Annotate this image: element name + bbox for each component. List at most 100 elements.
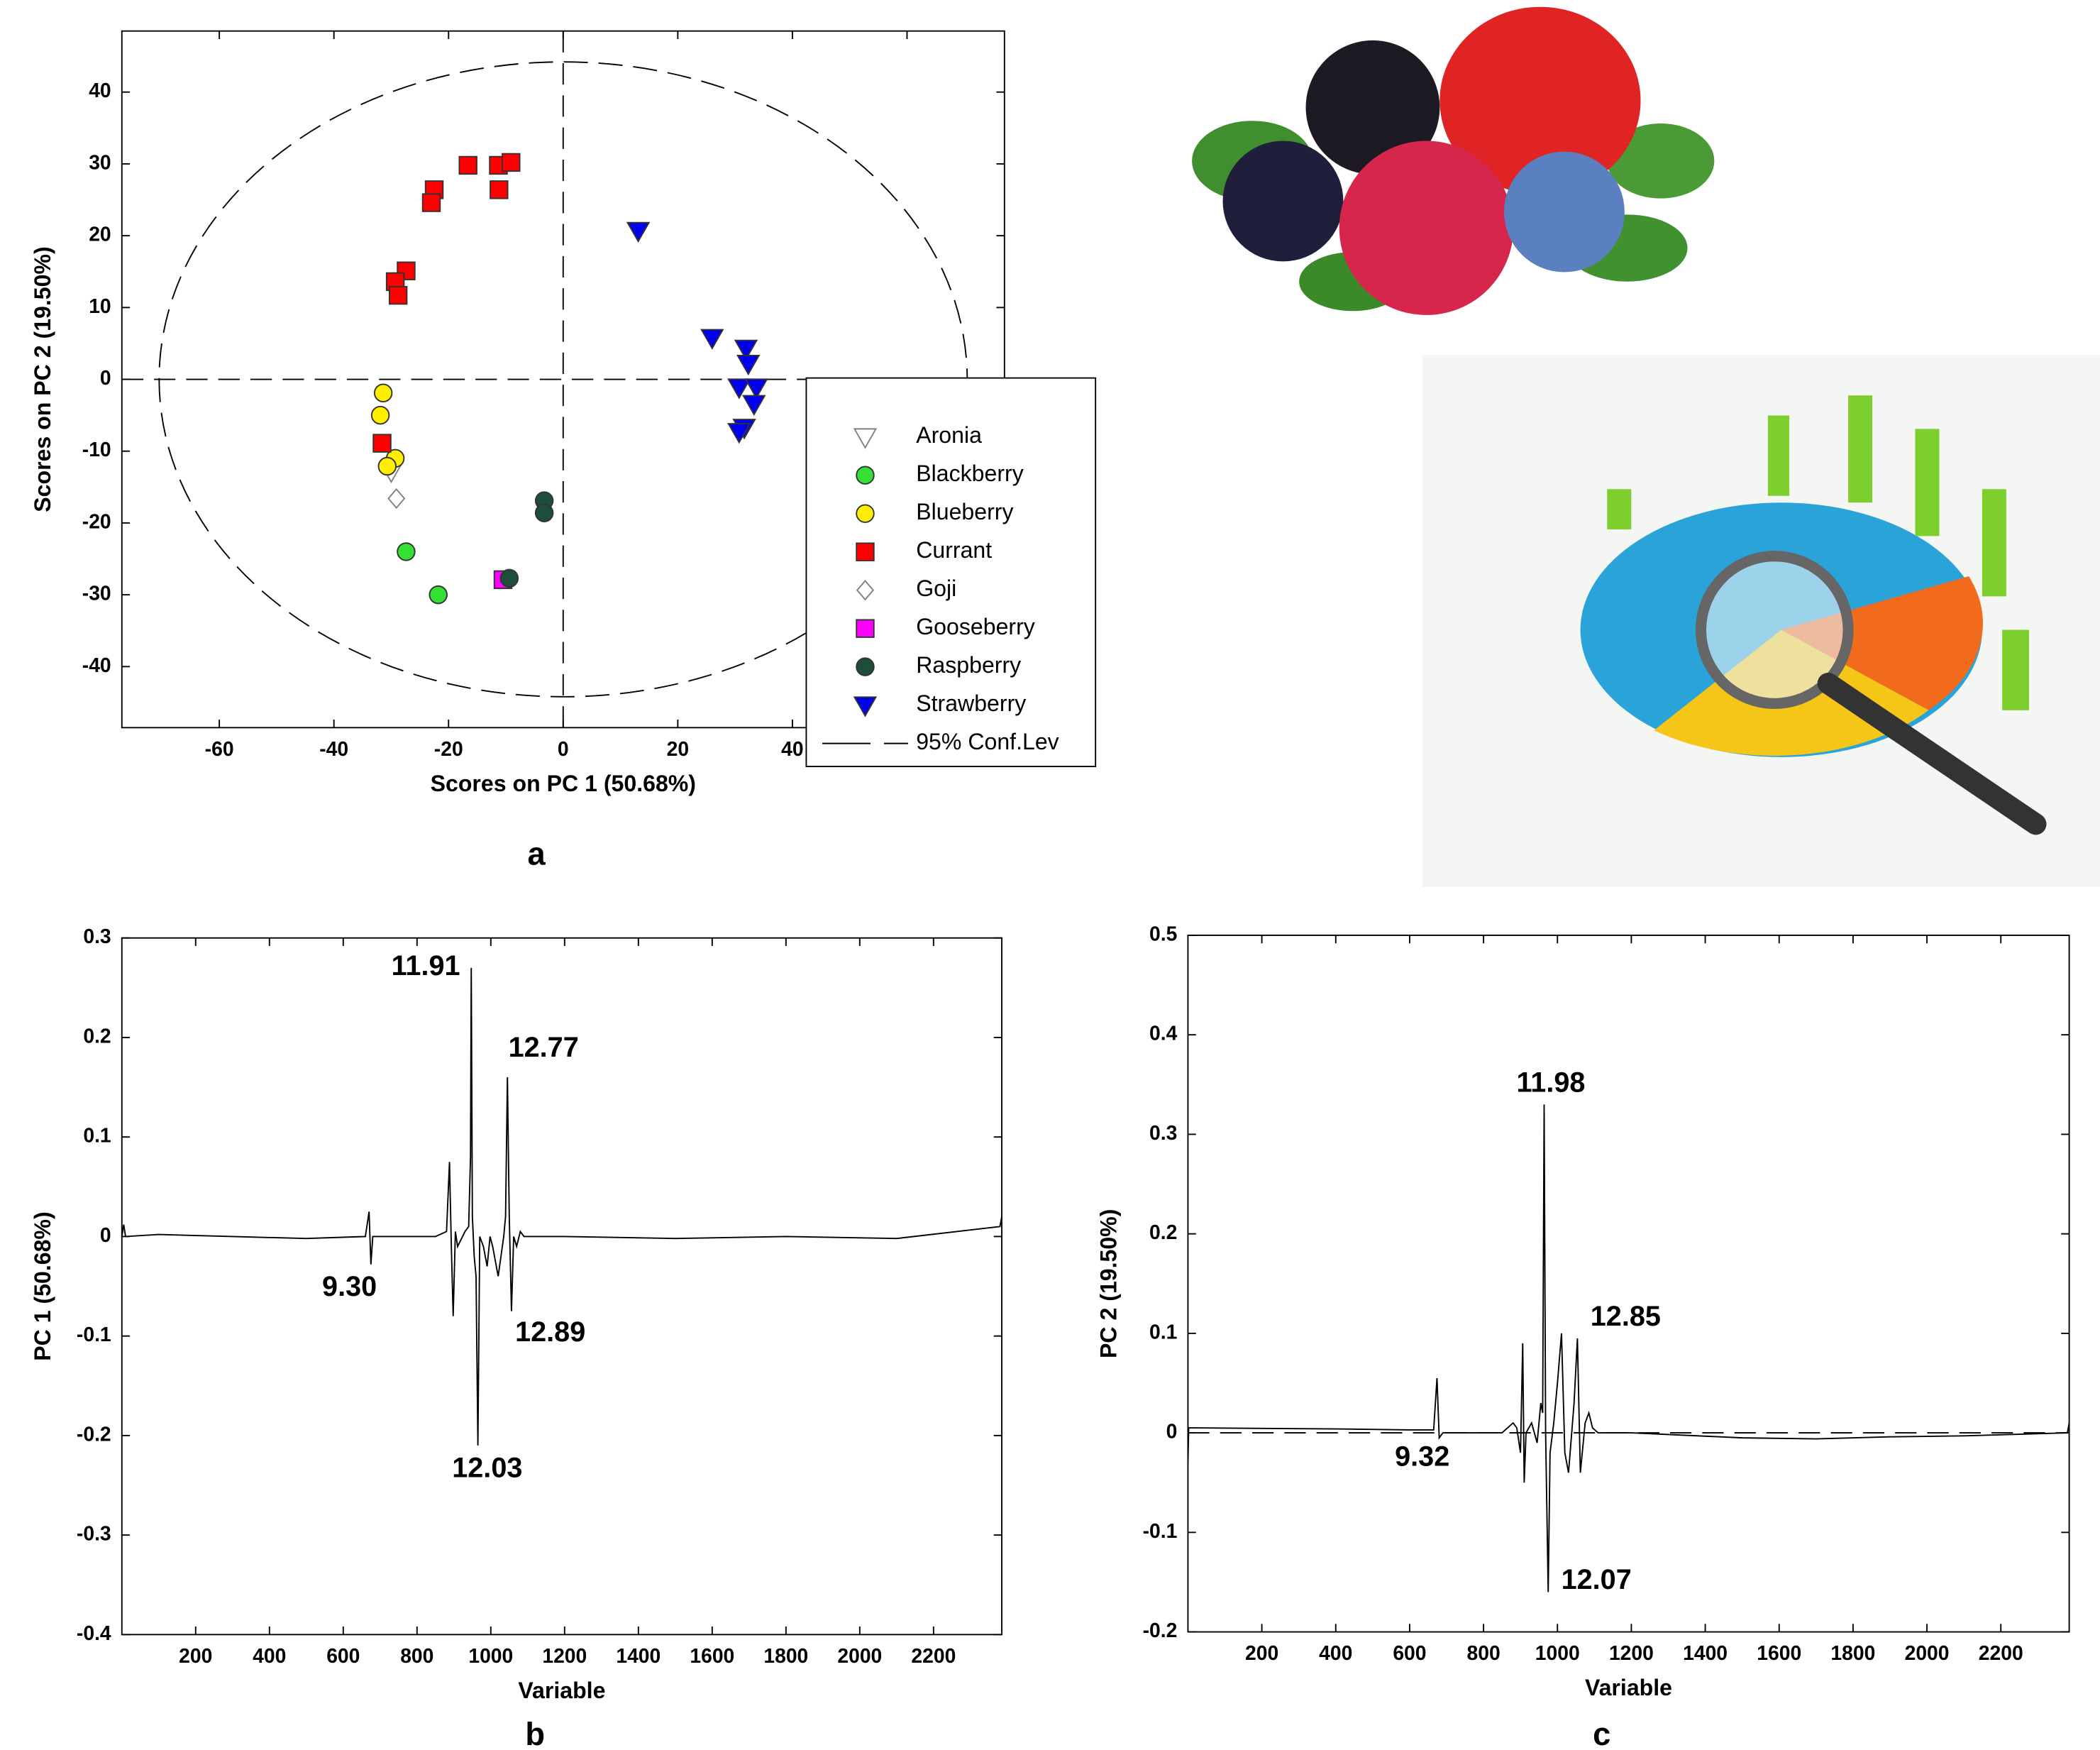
legend-label: Blueberry	[916, 499, 1013, 524]
legend-marker	[856, 658, 874, 676]
legend-label: Goji	[916, 576, 956, 601]
point	[490, 181, 508, 199]
bar-icon	[2002, 630, 2029, 710]
x-axis-label: Scores on PC 1 (50.68%)	[431, 771, 696, 796]
point	[379, 458, 397, 475]
blackcurrant	[1223, 141, 1344, 262]
bar-icon	[1768, 416, 1789, 496]
y-tick-label: 20	[89, 223, 111, 246]
legend-marker	[856, 620, 874, 637]
bar-icon	[1915, 429, 1939, 536]
y-tick-label: 10	[89, 295, 111, 317]
x-tick-label: 800	[400, 1644, 433, 1667]
y-tick-label: 0.4	[1149, 1022, 1178, 1045]
x-tick-label: 1000	[468, 1644, 513, 1667]
y-tick-label: -20	[82, 510, 111, 532]
point	[502, 154, 520, 172]
point	[389, 287, 407, 304]
y-tick-label: -10	[82, 438, 111, 461]
y-tick-label: 40	[89, 79, 111, 101]
y-axis-label: PC 2 (19.50%)	[1095, 1209, 1121, 1358]
y-tick-label: -0.4	[77, 1622, 111, 1644]
x-tick-label: 40	[781, 737, 803, 760]
y-tick-label: 0.3	[1149, 1121, 1177, 1144]
x-tick-label: 1400	[1683, 1641, 1728, 1664]
page: -60-40-200204060-40-30-20-10010203040Sco…	[0, 0, 2100, 1750]
panel-label: a	[527, 836, 546, 872]
panel-label: b	[525, 1716, 545, 1750]
x-tick-label: 1200	[1609, 1641, 1654, 1664]
y-tick-label: 0.1	[83, 1124, 111, 1147]
point	[429, 586, 447, 604]
y-tick-label: -0.2	[1143, 1619, 1178, 1641]
y-tick-label: 0	[1166, 1420, 1178, 1443]
x-axis-label: Variable	[518, 1678, 605, 1703]
peak-label: 12.89	[515, 1316, 585, 1348]
y-tick-label: 0.3	[83, 925, 111, 947]
blueberry	[1504, 152, 1625, 273]
analytics-image	[1422, 356, 2100, 887]
peak-label: 12.85	[1591, 1301, 1661, 1332]
x-tick-label: 2000	[837, 1644, 882, 1667]
x-tick-label: 200	[179, 1644, 212, 1667]
x-tick-label: 20	[667, 737, 689, 760]
x-tick-label: 200	[1245, 1641, 1278, 1664]
peak-label: 9.30	[322, 1271, 377, 1302]
y-axis-label: PC 1 (50.68%)	[30, 1211, 55, 1360]
x-tick-label: 1200	[542, 1644, 587, 1667]
bar-icon	[1982, 489, 2006, 596]
point	[373, 434, 391, 452]
point	[397, 543, 415, 561]
x-axis-label: Variable	[1585, 1675, 1672, 1700]
x-tick-label: 1000	[1535, 1641, 1580, 1664]
point	[459, 157, 477, 175]
x-tick-label: -40	[319, 737, 348, 760]
x-tick-label: 0	[558, 737, 569, 760]
panel-label: c	[1593, 1716, 1610, 1750]
y-tick-label: -30	[82, 582, 111, 605]
legend-label: Gooseberry	[916, 614, 1035, 639]
legend-label: Raspberry	[916, 652, 1021, 678]
legend-label: Strawberry	[916, 690, 1026, 716]
legend-label: Blackberry	[916, 461, 1024, 486]
legend-marker	[856, 466, 874, 484]
x-tick-label: 400	[253, 1644, 286, 1667]
point	[372, 407, 389, 424]
y-tick-label: -0.2	[77, 1422, 111, 1445]
y-tick-label: 0.1	[1149, 1320, 1177, 1343]
y-axis-label: Scores on PC 2 (19.50%)	[30, 246, 55, 512]
y-tick-label: 0.5	[1149, 922, 1177, 945]
y-tick-label: -0.1	[1143, 1519, 1178, 1542]
y-tick-label: -0.1	[77, 1323, 111, 1345]
legend-marker	[856, 543, 874, 561]
x-tick-label: -20	[434, 737, 463, 760]
raspberry	[1339, 141, 1513, 315]
x-tick-label: 1800	[1830, 1641, 1875, 1664]
x-tick-label: 2000	[1905, 1641, 1950, 1664]
bar-icon	[1607, 489, 1631, 529]
peak-label: 11.91	[392, 950, 460, 981]
y-tick-label: 0	[100, 1223, 111, 1246]
y-tick-label: 30	[89, 150, 111, 173]
point	[423, 194, 441, 211]
x-tick-label: 1600	[1757, 1641, 1801, 1664]
peak-label: 11.98	[1516, 1067, 1585, 1098]
bar-icon	[1848, 395, 1872, 502]
legend-marker	[856, 505, 874, 522]
legend-label: 95% Conf.Lev	[916, 729, 1059, 754]
legend-label: Currant	[916, 537, 992, 563]
x-tick-label: 1800	[763, 1644, 808, 1667]
x-tick-label: 800	[1466, 1641, 1500, 1664]
point	[501, 570, 519, 588]
x-tick-label: 600	[326, 1644, 360, 1667]
peak-label: 12.77	[509, 1032, 579, 1063]
peak-label: 9.32	[1395, 1441, 1449, 1473]
x-tick-label: -60	[205, 737, 234, 760]
point	[375, 384, 392, 402]
figure: -60-40-200204060-40-30-20-10010203040Sco…	[0, 0, 2100, 1750]
peak-label: 12.07	[1562, 1564, 1632, 1595]
y-tick-label: -0.3	[77, 1522, 111, 1545]
peak-label: 12.03	[452, 1452, 522, 1483]
x-tick-label: 2200	[1979, 1641, 2023, 1664]
x-tick-label: 1400	[616, 1644, 661, 1667]
